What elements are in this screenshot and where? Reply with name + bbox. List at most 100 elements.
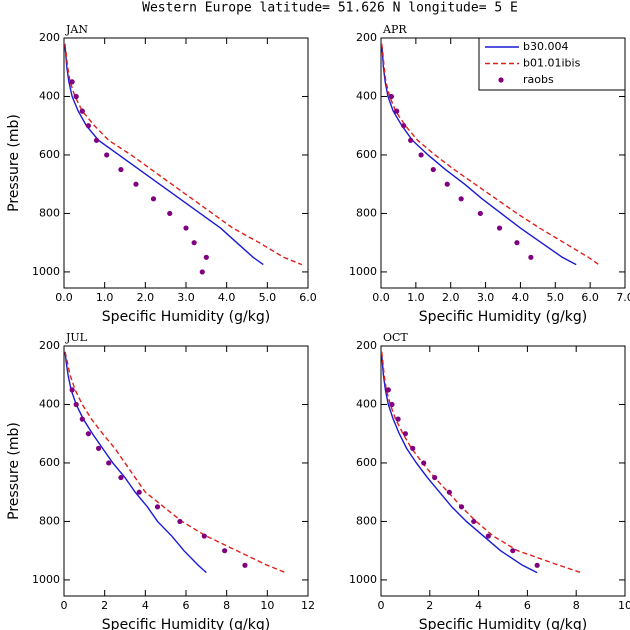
- figure-title: Western Europe latitude= 51.626 N longit…: [142, 1, 518, 16]
- raob-point: [402, 431, 408, 437]
- series-line: [380, 351, 538, 574]
- raob-point: [73, 401, 79, 408]
- raob-point: [203, 254, 209, 260]
- series-line: [64, 351, 207, 574]
- panel-label: JAN: [65, 23, 88, 36]
- raob-point: [73, 93, 79, 100]
- raob-point: [385, 387, 391, 393]
- raob-point: [150, 196, 157, 202]
- y-axis-label: Pressure (mb): [6, 422, 22, 520]
- y-tick-label: 600: [356, 148, 377, 161]
- raob-point: [85, 123, 91, 129]
- raob-point: [177, 518, 183, 525]
- series-line: [64, 43, 303, 266]
- raob-point: [183, 225, 189, 231]
- x-tick-label: 10: [618, 599, 630, 612]
- y-tick-label: 600: [39, 456, 60, 469]
- raob-point: [104, 152, 110, 158]
- raob-point: [458, 504, 465, 510]
- x-tick-label: 0.0: [372, 291, 390, 304]
- y-tick-label: 200: [39, 31, 60, 44]
- series-line: [381, 351, 582, 574]
- x-tick-label: 6: [183, 599, 190, 612]
- x-tick-label: 4.0: [218, 291, 236, 304]
- raob-point: [477, 210, 483, 217]
- raob-point: [401, 123, 407, 129]
- y-tick-label: 200: [356, 31, 377, 44]
- raob-point: [389, 401, 395, 408]
- x-tick-label: 3.0: [477, 291, 495, 304]
- raob-point: [133, 181, 139, 187]
- plot-frame: [380, 345, 626, 597]
- raob-point: [458, 196, 464, 202]
- raob-point: [408, 137, 414, 143]
- raob-point: [421, 460, 427, 466]
- x-tick-label: 4.0: [512, 291, 530, 304]
- y-tick-label: 400: [356, 89, 377, 102]
- x-tick-label: 4: [142, 599, 149, 612]
- x-tick-label: 2.0: [137, 291, 155, 304]
- x-tick-label: 1.0: [96, 291, 114, 304]
- x-axis-label: Specific Humidity (g/kg): [419, 617, 587, 630]
- raob-point: [410, 445, 416, 451]
- y-tick-label: 200: [356, 339, 377, 352]
- raob-point: [528, 254, 534, 260]
- raob-point: [446, 489, 452, 495]
- raob-point: [444, 181, 450, 187]
- x-tick-label: 6: [524, 599, 531, 612]
- raob-point: [79, 416, 85, 422]
- x-tick-label: 10: [260, 599, 274, 612]
- raob-point: [191, 240, 197, 246]
- x-tick-label: 5.0: [547, 291, 565, 304]
- raob-point: [118, 474, 124, 481]
- raob-point: [394, 108, 400, 114]
- y-tick-label: 800: [356, 206, 377, 219]
- y-tick-label: 200: [39, 339, 60, 352]
- raob-point: [118, 166, 124, 173]
- raob-point: [85, 431, 91, 437]
- x-axis-label: Specific Humidity (g/kg): [102, 309, 270, 325]
- y-tick-label: 800: [356, 514, 377, 527]
- raob-point: [534, 562, 540, 568]
- y-tick-label: 400: [356, 397, 377, 410]
- x-axis-label: Specific Humidity (g/kg): [102, 617, 270, 630]
- raob-point: [222, 548, 228, 554]
- x-tick-label: 4: [475, 599, 482, 612]
- series-line: [64, 351, 286, 574]
- y-tick-label: 800: [39, 206, 60, 219]
- raob-point: [430, 166, 436, 173]
- raob-point: [496, 225, 503, 231]
- raob-point: [106, 460, 112, 466]
- legend-marker: [498, 77, 504, 83]
- raob-point: [471, 518, 477, 525]
- legend-label: b30.004: [523, 40, 568, 53]
- x-tick-label: 6.0: [299, 291, 317, 304]
- panel-label: OCT: [383, 331, 408, 344]
- legend-label: b01.01ibis: [523, 57, 581, 70]
- legend-label: raobs: [523, 73, 554, 86]
- y-tick-label: 800: [39, 514, 60, 527]
- x-tick-label: 3.0: [177, 291, 195, 304]
- raob-point: [388, 93, 395, 100]
- panel-label: APR: [382, 23, 407, 36]
- x-tick-label: 5.0: [259, 291, 277, 304]
- raob-point: [136, 489, 142, 495]
- raob-point: [242, 562, 248, 568]
- x-tick-label: 8: [573, 599, 580, 612]
- panel-label: JUL: [65, 331, 88, 344]
- raob-point: [485, 533, 491, 539]
- x-tick-label: 0.0: [55, 291, 73, 304]
- x-tick-label: 1.0: [407, 291, 425, 304]
- raob-point: [395, 416, 401, 422]
- raob-point: [154, 504, 161, 510]
- y-tick-label: 1000: [349, 573, 377, 586]
- y-tick-label: 400: [39, 89, 60, 102]
- x-tick-label: 6.0: [581, 291, 599, 304]
- x-tick-label: 2: [101, 599, 108, 612]
- y-tick-label: 1000: [349, 265, 377, 278]
- raob-point: [510, 548, 516, 554]
- raob-point: [79, 108, 85, 114]
- x-axis-label: Specific Humidity (g/kg): [419, 309, 587, 325]
- y-tick-label: 1000: [32, 573, 60, 586]
